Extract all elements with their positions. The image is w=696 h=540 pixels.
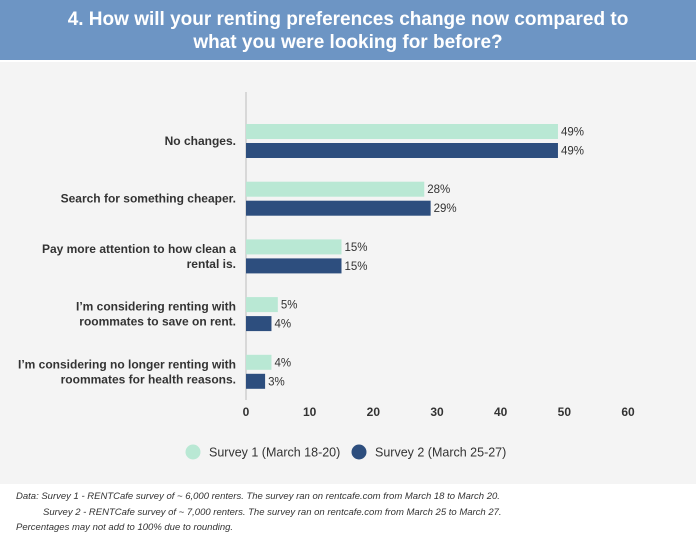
bar-series-1-1 (246, 124, 558, 139)
category-label-line: No changes. (165, 134, 236, 148)
category-label-line: Pay more attention to how clean a (42, 242, 236, 256)
footnote-rounding: Percentages may not add to 100% due to r… (16, 522, 234, 533)
x-tick-label: 40 (494, 405, 508, 419)
footnotes: Data: Survey 1 - RENTCafe survey of ~ 6,… (16, 489, 686, 536)
category-label-line: I’m considering no longer renting with (18, 357, 236, 371)
bar-series-2-2 (246, 200, 431, 216)
x-tick-label: 50 (558, 405, 572, 419)
data-label-series-2-2: 29% (434, 203, 457, 215)
legend-label-series-2: Survey 2 (March 25-27) (375, 446, 506, 460)
x-tick-label: 30 (430, 405, 444, 419)
footnote-survey-1: Data: Survey 1 - RENTCafe survey of ~ 6,… (16, 491, 500, 502)
data-label-series-2-4: 4% (274, 319, 291, 331)
x-tick-label: 0 (243, 405, 250, 419)
legend-marker-series-2 (351, 444, 367, 460)
category-label-4: I’m considering renting with roommates to… (76, 300, 236, 329)
bar-series-2-3 (246, 258, 342, 274)
category-label-1: No changes. (165, 134, 236, 148)
category-label-line: I’m considering renting with (76, 300, 236, 314)
data-label-series-2-3: 15% (345, 261, 368, 273)
x-tick-label: 20 (367, 405, 381, 419)
data-label-series-1-4: 5% (281, 300, 298, 312)
category-label-line: roommates to save on rent. (79, 315, 236, 329)
bar-chart: 49% 49% No changes. 28% 29% Search for someth… (18, 92, 635, 460)
bar-series-1-2 (246, 181, 425, 197)
data-label-series-2-5: 3% (268, 376, 285, 388)
category-label-3: Pay more attention to how clean a rental … (42, 242, 236, 271)
bar-series-1-5 (246, 354, 272, 370)
data-label-series-1-1: 49% (561, 127, 584, 139)
bar-series-2-4 (246, 316, 272, 332)
x-tick-label: 60 (621, 405, 635, 419)
bar-series-1-3 (246, 239, 342, 255)
data-label-series-1-3: 15% (345, 242, 368, 254)
chart-title: 4. How will your renting preferences cha… (67, 8, 629, 53)
chart-header: 4. How will your renting preferences cha… (0, 0, 696, 60)
data-label-series-1-2: 28% (427, 184, 450, 196)
data-label-series-1-5: 4% (274, 357, 291, 369)
category-label-line: roommates for health reasons. (61, 372, 236, 386)
bar-series-2-5 (246, 373, 266, 389)
legend-marker-series-1 (185, 444, 201, 460)
chart-panel: 49% 49% No changes. 28% 29% Search for someth… (0, 62, 696, 484)
data-label-series-2-1: 49% (561, 146, 584, 158)
category-label-2: Search for something cheaper. (61, 192, 236, 206)
footnote-survey-2: Survey 2 - RENTCafe survey of ~ 7,000 re… (43, 506, 502, 518)
category-label-line: Search for something cheaper. (61, 192, 236, 206)
category-label-5: I’m considering no longer renting with ro… (18, 357, 236, 386)
category-label-line: rental is. (187, 257, 236, 271)
x-tick-label: 10 (303, 405, 317, 419)
bar-series-1-4 (246, 297, 278, 313)
legend-label-series-1: Survey 1 (March 18-20) (209, 446, 340, 460)
bar-series-2-1 (246, 143, 558, 158)
